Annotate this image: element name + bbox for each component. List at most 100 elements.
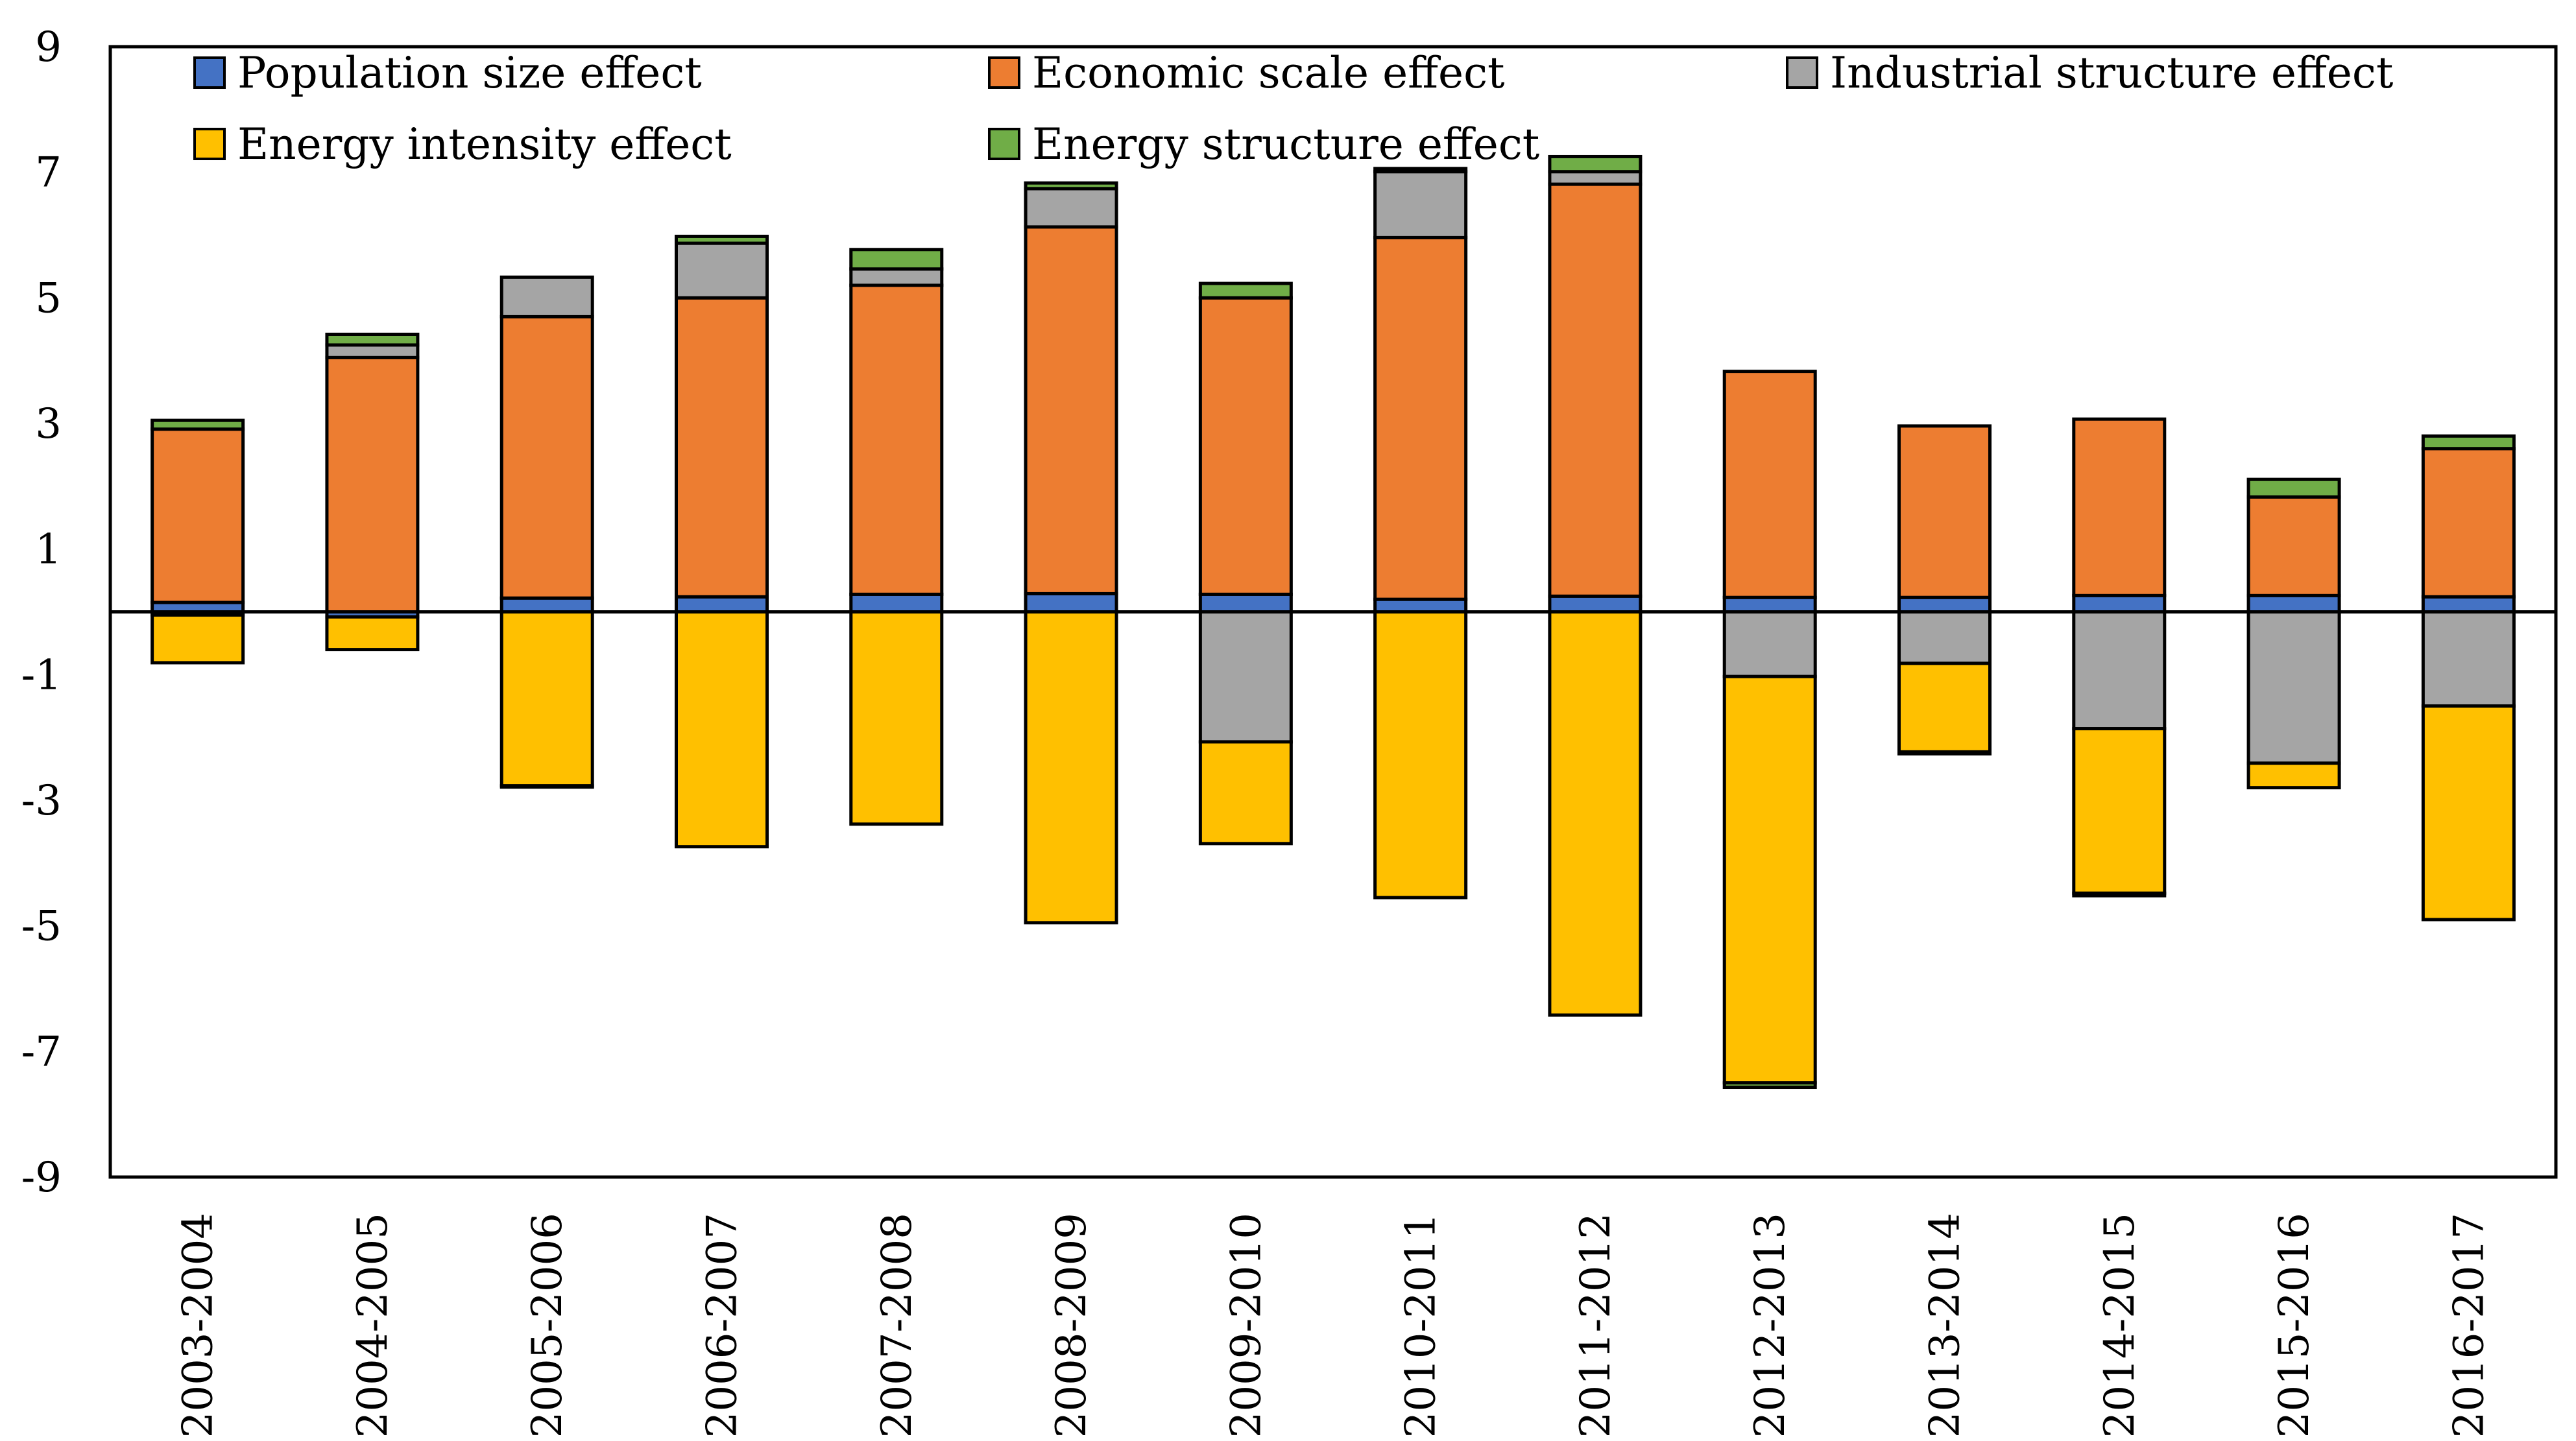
bar-segment: [325, 355, 420, 613]
bar-segment: [1373, 167, 1468, 174]
bar-segment: [849, 592, 944, 613]
x-tick-label: 2014-2015: [2096, 1213, 2144, 1438]
bar-segment: [1024, 225, 1118, 595]
x-tick-label: 2015-2016: [2270, 1213, 2318, 1438]
bar-segment: [1373, 170, 1468, 239]
bar-segment: [675, 234, 769, 245]
x-tick-label: 2003-2004: [175, 1213, 223, 1438]
legend-swatch: [193, 128, 226, 160]
bar-segment: [1024, 591, 1118, 614]
bar-segment: [849, 610, 944, 826]
bar-segment: [675, 241, 769, 300]
bar-segment: [1548, 182, 1643, 598]
bar-segment: [675, 595, 769, 614]
bar-segment: [675, 296, 769, 599]
y-tick-label: -5: [21, 903, 62, 951]
bar-segment: [2246, 495, 2341, 597]
bar-segment: [1897, 595, 1992, 613]
bar-segment: [1198, 296, 1293, 596]
bar-segment: [150, 418, 245, 431]
y-tick-label: -9: [21, 1154, 62, 1202]
bar-segment: [1198, 740, 1293, 846]
legend-label: Industrial structure effect: [1830, 48, 2393, 98]
bar-segment: [325, 615, 420, 652]
bar-segment: [1548, 610, 1643, 1017]
y-tick-label: 9: [35, 23, 62, 71]
legend-swatch: [1786, 56, 1818, 89]
y-tick-label: 1: [35, 526, 62, 574]
bar-segment: [1548, 154, 1643, 174]
bar-segment: [500, 784, 594, 789]
y-tick-label: 7: [35, 149, 62, 197]
x-tick-label: 2012-2013: [1746, 1213, 1794, 1438]
bar-segment: [2246, 593, 2341, 613]
x-tick-label: 2016-2017: [2445, 1213, 2493, 1438]
y-tick-label: 5: [35, 274, 62, 322]
legend-swatch: [988, 128, 1020, 160]
bar-segment: [325, 332, 420, 347]
bar-segment: [2421, 447, 2516, 599]
x-tick-label: 2008-2009: [1048, 1213, 1096, 1438]
legend-label: Population size effect: [237, 48, 702, 98]
bar-segment: [2072, 727, 2167, 895]
bar-segment: [1548, 594, 1643, 614]
bar-segment: [2421, 610, 2516, 708]
x-tick-label: 2007-2008: [873, 1213, 921, 1438]
legend-swatch: [988, 56, 1020, 89]
bar-segment: [2421, 434, 2516, 451]
bar-segment: [1897, 424, 1992, 599]
bar-segment: [500, 275, 594, 318]
legend-label: Energy structure effect: [1032, 119, 1539, 169]
bar-segments: [150, 154, 2516, 1090]
bar-segment: [1722, 1081, 1817, 1090]
bar-segment: [150, 613, 245, 665]
bar-segment: [2246, 477, 2341, 499]
bar-segment: [1198, 610, 1293, 744]
x-tick-label: 2006-2007: [699, 1213, 747, 1438]
legend-label: Energy intensity effect: [237, 119, 732, 169]
bar-segment: [1373, 597, 1468, 614]
x-tick-label: 2011-2012: [1572, 1213, 1620, 1438]
bar-segment: [2246, 761, 2341, 790]
bar-segment: [500, 610, 594, 788]
bar-segment: [675, 610, 769, 849]
bar-segment: [1722, 610, 1817, 678]
bar-segment: [325, 343, 420, 359]
bar-segment: [1373, 610, 1468, 899]
bar-segment: [1897, 661, 1992, 754]
bar-segment: [1897, 750, 1992, 756]
bar-segment: [1024, 610, 1118, 925]
bar-segment: [1373, 235, 1468, 601]
bar-segment: [1722, 370, 1817, 599]
x-tick-label: 2010-2011: [1397, 1213, 1445, 1438]
bar-segment: [2072, 610, 2167, 731]
y-axis-tick-labels: 9 7 5 3 1 -1 -3 -5 -7 -9: [21, 23, 62, 1202]
legend-label: Economic scale effect: [1032, 48, 1505, 98]
bar-segment: [500, 315, 594, 600]
bar-segment: [2072, 417, 2167, 597]
bar-segment: [2246, 610, 2341, 765]
legend: Population size effect Economic scale eff…: [193, 48, 2393, 169]
y-tick-label: -3: [21, 777, 62, 825]
bar-segment: [2072, 593, 2167, 613]
x-tick-label: 2013-2014: [1921, 1213, 1969, 1438]
bar-segment: [500, 596, 594, 613]
bar-segment: [1198, 592, 1293, 613]
bar-segment: [1024, 187, 1118, 229]
bar-segment: [849, 267, 944, 287]
bar-segment: [1722, 595, 1817, 613]
y-tick-label: -1: [21, 651, 62, 699]
x-tick-label: 2004-2005: [349, 1213, 397, 1438]
bar-segment: [849, 248, 944, 271]
bar-segment: [150, 427, 245, 604]
x-axis-tick-labels: 2003-2004 2004-2005 2005-2006 2006-2007 2007…: [175, 1213, 2494, 1438]
bar-segment: [2072, 891, 2167, 898]
bar-segment: [1722, 674, 1817, 1085]
bar-segment: [1198, 281, 1293, 300]
bar-segment: [1897, 610, 1992, 665]
bar-segment: [1024, 181, 1118, 191]
bar-segment: [2421, 595, 2516, 614]
x-tick-label: 2005-2006: [524, 1213, 572, 1438]
bar-segment: [2421, 704, 2516, 922]
